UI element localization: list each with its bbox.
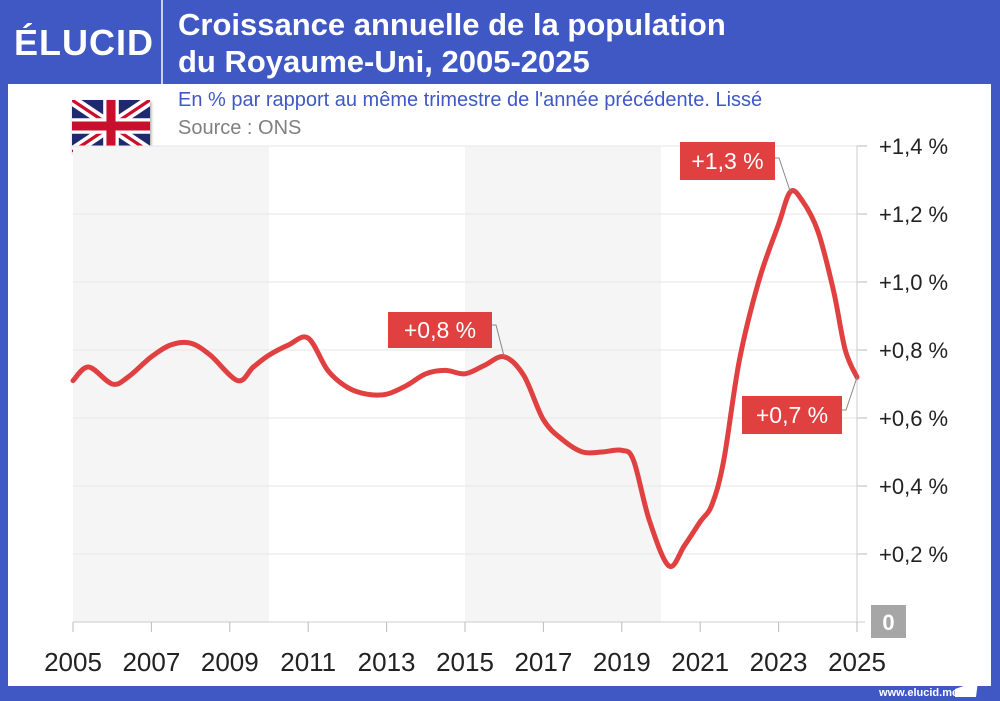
annotation-leader xyxy=(842,377,858,411)
y-tick-label: +0,4 % xyxy=(879,474,948,499)
elucid-logo: ÉLUCID xyxy=(14,22,154,63)
annotation-label: +1,3 % xyxy=(691,148,763,174)
y-tick-label: +0,8 % xyxy=(879,338,948,363)
header-divider xyxy=(161,0,163,84)
x-tick-label: 2015 xyxy=(436,647,494,677)
x-tick-label: 2019 xyxy=(593,647,651,677)
shaded-band xyxy=(73,146,269,622)
title-line-1: Croissance annuelle de la population xyxy=(178,7,726,42)
x-tick-label: 2011 xyxy=(280,647,336,677)
y-tick-label: +0,6 % xyxy=(879,406,948,431)
y-tick-label: +0,2 % xyxy=(879,542,948,567)
y-tick-label: +1,2 % xyxy=(879,202,948,227)
x-tick-label: 2025 xyxy=(828,647,886,677)
x-tick-label: 2009 xyxy=(201,647,259,677)
annotation-leader xyxy=(775,157,791,193)
shaded-band xyxy=(465,146,661,622)
annotation-label: +0,7 % xyxy=(756,402,828,428)
annotation-box xyxy=(742,396,842,434)
chart-title: Croissance annuelle de la population du … xyxy=(178,6,726,80)
y-tick-label: +1,4 % xyxy=(879,134,948,159)
x-tick-label: 2017 xyxy=(514,647,572,677)
annotation-leader xyxy=(492,324,505,357)
zero-label: 0 xyxy=(882,610,894,635)
x-tick-label: 2023 xyxy=(750,647,808,677)
annotation-box xyxy=(388,312,492,348)
chart-subtitle: En % par rapport au même trimestre de l'… xyxy=(178,89,763,111)
x-tick-label: 2013 xyxy=(358,647,416,677)
x-tick-label: 2007 xyxy=(122,647,180,677)
zero-badge xyxy=(871,605,906,638)
annotation-box xyxy=(680,142,775,180)
chart-source: Source : ONS xyxy=(178,117,302,139)
x-tick-label: 2021 xyxy=(671,647,729,677)
header: ÉLUCID Croissance annuelle de la populat… xyxy=(0,0,1000,84)
series-line xyxy=(70,188,860,570)
annotation-label: +0,8 % xyxy=(404,317,476,343)
footer-url: www.elucid.media xyxy=(879,687,974,699)
y-tick-label: +1,0 % xyxy=(879,270,948,295)
x-tick-label: 2005 xyxy=(44,647,102,677)
title-line-2: du Royaume-Uni, 2005-2025 xyxy=(178,44,590,79)
united-kingdom-flag-icon xyxy=(72,100,150,152)
elucid-mark-icon xyxy=(955,681,978,697)
